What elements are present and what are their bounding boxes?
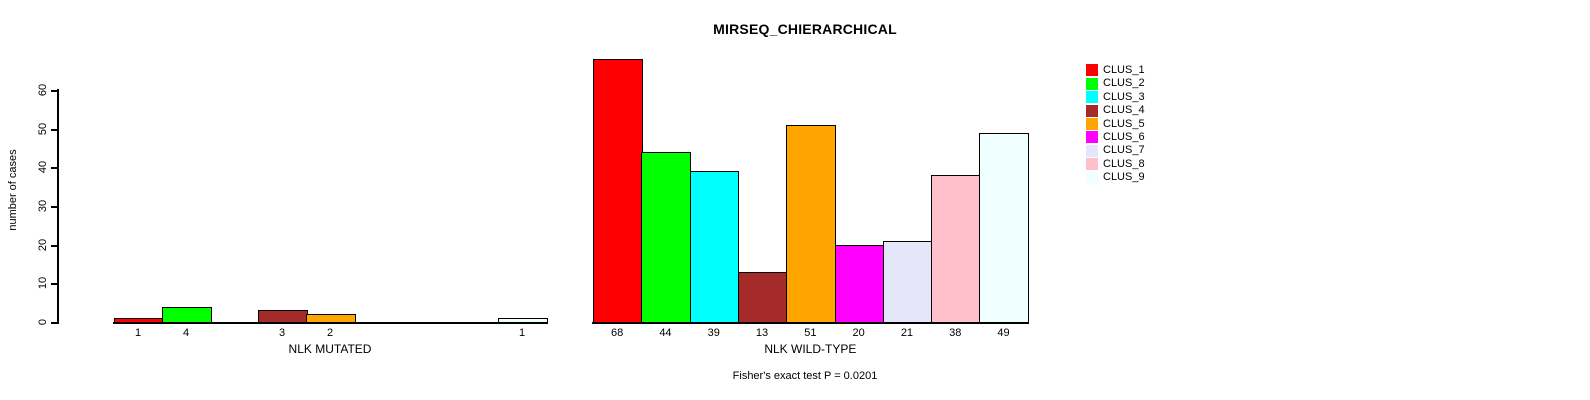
y-tick <box>51 205 58 208</box>
bar-value-label: 38 <box>949 327 962 339</box>
legend-swatch-clus_1 <box>1086 64 1098 77</box>
legend-swatch-clus_7 <box>1086 144 1098 157</box>
bar-value-label: 1 <box>134 327 142 339</box>
bar-clus_1 <box>593 59 643 324</box>
bar-clus_8 <box>931 175 981 324</box>
legend-label-clus_3: CLUS_3 <box>1103 90 1145 103</box>
legend-label-clus_9: CLUS_9 <box>1103 171 1145 184</box>
y-tick-label: 20 <box>37 238 49 251</box>
x-axis-group-label-mutated: NLK MUTATED <box>288 342 372 356</box>
chart-title: MIRSEQ_CHIERARCHICAL <box>713 21 897 37</box>
legend-swatch-clus_6 <box>1086 131 1098 144</box>
x-axis-line <box>113 322 547 324</box>
bar-clus_2 <box>641 151 692 324</box>
bar-clus_9 <box>979 132 1030 324</box>
legend-label-clus_5: CLUS_5 <box>1103 117 1145 130</box>
bar-value-label: 4 <box>182 327 190 339</box>
bar-clus_2 <box>162 306 212 324</box>
bar-value-label: 44 <box>659 327 672 339</box>
legend-label-clus_4: CLUS_4 <box>1103 104 1145 117</box>
y-tick-label: 60 <box>37 83 49 97</box>
legend-swatch-clus_8 <box>1086 158 1098 171</box>
bar-value-label: 3 <box>278 327 286 339</box>
legend-swatch-clus_9 <box>1086 171 1098 184</box>
y-tick <box>51 322 58 324</box>
y-tick <box>51 89 58 92</box>
legend-swatch-clus_2 <box>1086 77 1098 90</box>
bar-value-label: 2 <box>326 327 334 339</box>
legend-label-clus_6: CLUS_6 <box>1103 130 1145 143</box>
y-tick <box>51 167 58 170</box>
y-axis-label: number of cases <box>7 149 19 231</box>
bar-value-label: 39 <box>707 327 720 339</box>
bar-value-label: 49 <box>997 327 1010 339</box>
bar-clus_3 <box>689 171 740 324</box>
bar-value-label: 20 <box>852 327 865 339</box>
legend-swatch-clus_5 <box>1086 118 1098 130</box>
bar-value-label: 13 <box>755 327 769 339</box>
y-tick-label: 0 <box>37 318 49 326</box>
bar-clus_4 <box>737 271 788 324</box>
legend-label-clus_1: CLUS_1 <box>1103 63 1145 76</box>
bar-value-label: 68 <box>611 327 624 339</box>
y-axis-line <box>57 89 59 324</box>
bar-clus_5 <box>306 314 356 324</box>
y-tick-label: 30 <box>37 199 49 213</box>
y-tick-label: 10 <box>37 277 49 290</box>
legend-label-clus_8: CLUS_8 <box>1103 157 1145 170</box>
y-tick-label: 50 <box>37 122 49 135</box>
bar-value-label: 51 <box>804 327 817 339</box>
y-tick <box>51 128 58 131</box>
y-tick <box>51 283 58 286</box>
x-axis-line <box>592 322 1029 324</box>
legend-label-clus_7: CLUS_7 <box>1103 144 1145 157</box>
bar-clus_7 <box>882 240 933 324</box>
legend-label-clus_2: CLUS_2 <box>1103 77 1145 90</box>
bar-clus_9 <box>498 318 548 324</box>
bar-clus_5 <box>786 124 836 324</box>
legend-swatch-clus_3 <box>1086 91 1098 104</box>
bar-value-label: 1 <box>518 327 526 339</box>
bar-clus_6 <box>834 244 885 324</box>
footnote: Fisher's exact test P = 0.0201 <box>732 370 878 382</box>
legend-swatch-clus_4 <box>1086 104 1098 117</box>
x-axis-group-label-wildtype: NLK WILD-TYPE <box>764 342 857 356</box>
y-tick <box>51 244 58 247</box>
bar-value-label: 21 <box>900 327 914 339</box>
y-tick-label: 40 <box>37 161 49 174</box>
